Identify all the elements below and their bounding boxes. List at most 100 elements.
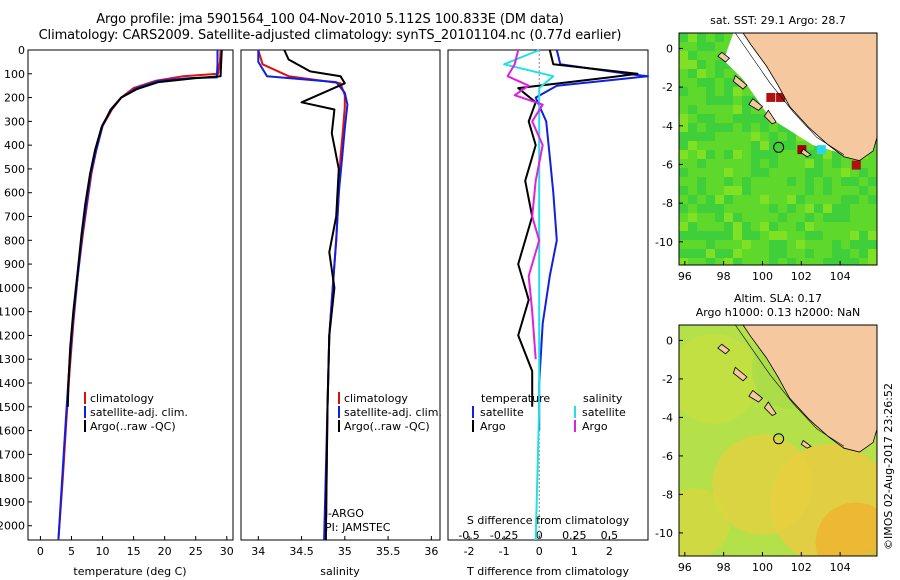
map-y-tick-label: 0 (666, 334, 673, 347)
sst-cell (733, 87, 743, 97)
depth-contour (735, 325, 845, 447)
sst-cell (787, 168, 797, 178)
sst-cell (706, 69, 716, 79)
sst-cell (724, 96, 734, 106)
sst-cell (733, 141, 743, 151)
sst-cell (733, 204, 743, 214)
sst-cell (751, 150, 761, 160)
sst-cell (688, 42, 698, 52)
sst-cell (724, 222, 734, 232)
sst-cell (751, 258, 761, 265)
sst-cell (787, 141, 797, 151)
sst-cell (859, 186, 869, 196)
sst-cell (706, 213, 716, 223)
map-y-tick-label: 0 (666, 42, 673, 55)
depth-tick-label: 1900 (0, 496, 25, 509)
sst-cell (751, 186, 761, 196)
sst-cell (697, 141, 707, 151)
x-tick-label: 2 (606, 545, 613, 558)
map-x-tick-label: 96 (678, 561, 692, 574)
sst-cell (706, 186, 716, 196)
sst-cell (742, 105, 752, 115)
sst-cell (778, 258, 788, 265)
sst-cell (706, 78, 716, 88)
title-line-1: Argo profile: jma 5901564_100 04-Nov-201… (96, 12, 564, 27)
sst-cell (688, 78, 698, 88)
sst-cell (814, 195, 824, 205)
sst-cell (814, 258, 824, 265)
sst-cell (679, 168, 689, 178)
sst-cell (697, 195, 707, 205)
legend-heading-salinity: salinity (583, 392, 623, 405)
sst-cell (859, 249, 869, 259)
sst-cell (724, 258, 734, 265)
series-salinity-satellite (503, 49, 555, 541)
sst-cell (823, 249, 833, 259)
sst-cell (769, 150, 779, 160)
sst-cell (868, 258, 877, 265)
sst-cell (769, 249, 779, 259)
sst-cell (751, 204, 761, 214)
map-y-tick-label: -6 (662, 450, 673, 463)
sst-cell (715, 33, 725, 43)
sst-cell (814, 186, 824, 196)
sst-cell (769, 123, 779, 133)
sst-cell (787, 204, 797, 214)
depth-tick-label: 600 (4, 187, 25, 200)
sst-cell (841, 177, 851, 187)
sst-cell (832, 231, 842, 241)
sst-cell (679, 78, 689, 88)
sst-cell (733, 195, 743, 205)
map-y-tick-label: -10 (655, 236, 673, 249)
sst-cell (769, 240, 779, 250)
sst-cell (742, 231, 752, 241)
sst-cell (697, 33, 707, 43)
depth-contour (735, 33, 845, 156)
sst-cell (751, 105, 761, 115)
sst-cell (805, 222, 815, 232)
sst-cell (688, 258, 698, 265)
sst-cell (850, 186, 860, 196)
sst-cell (787, 132, 797, 142)
sst-cell (688, 195, 698, 205)
island (717, 51, 731, 63)
sst-cell (787, 150, 797, 160)
sst-map-frame (678, 32, 878, 266)
sst-cell (697, 150, 707, 160)
sst-cell (760, 114, 770, 124)
sst-cell (814, 204, 824, 214)
sst-cell (724, 114, 734, 124)
sst-cell (742, 204, 752, 214)
legend-label-argo: Argo(..raw -QC) (344, 420, 430, 433)
map-y-tick-label: -10 (655, 527, 673, 540)
s-diff-tick-label: -0.5 (458, 529, 479, 542)
sla-map-title-2: Argo h1000: 0.13 h2000: NaN (696, 306, 861, 319)
sst-cell (841, 204, 851, 214)
map-y-tick-label: -8 (662, 488, 673, 501)
sst-cell (787, 222, 797, 232)
salinity-xlabel: salinity (320, 565, 360, 578)
sst-cell (742, 96, 752, 106)
sst-cell (724, 33, 734, 43)
sst-cell (688, 159, 698, 169)
sst-cell (742, 249, 752, 259)
sst-cell (706, 51, 716, 61)
sst-cell (706, 249, 716, 259)
sst-cell (742, 258, 752, 265)
sst-map-axes: 96 98 100 102 104 0 -2 -4 -6 -8 -10 (655, 42, 851, 283)
x-tick-label: -1 (499, 545, 510, 558)
sst-cell (751, 195, 761, 205)
sst-cell (805, 177, 815, 187)
sst-cell (742, 123, 752, 133)
sst-cell (805, 186, 815, 196)
depth-tick-label: 0 (18, 44, 25, 57)
sst-cell (751, 213, 761, 223)
sst-cell (832, 177, 842, 187)
sst-cell (769, 204, 779, 214)
island (732, 74, 748, 90)
legend-label-climatology: climatology (90, 392, 154, 405)
sst-cell (796, 213, 806, 223)
depth-tick-label: 1400 (0, 377, 25, 390)
sst-cell (823, 231, 833, 241)
